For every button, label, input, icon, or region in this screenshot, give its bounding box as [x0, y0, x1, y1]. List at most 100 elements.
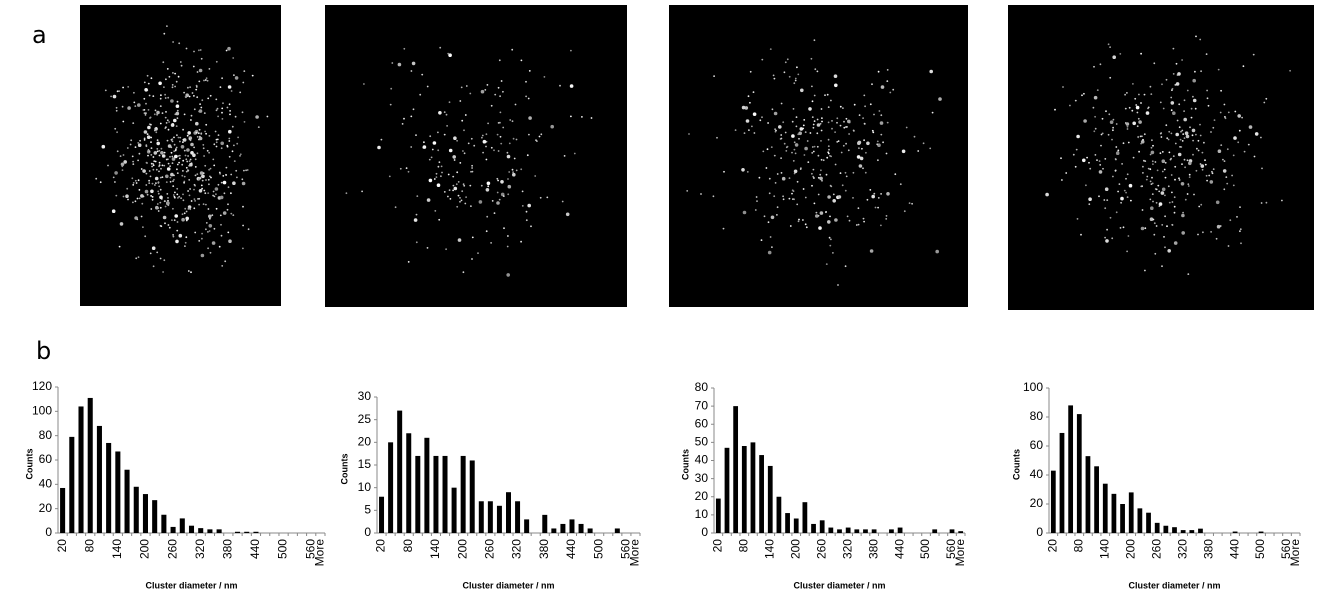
spot — [842, 107, 844, 109]
spot — [686, 190, 689, 192]
spot — [448, 53, 452, 57]
spot — [127, 198, 129, 201]
spot — [1161, 224, 1164, 226]
spot — [163, 86, 165, 88]
bar — [828, 527, 834, 533]
spot — [509, 119, 512, 121]
spot — [208, 224, 213, 228]
spot — [1204, 159, 1206, 162]
panel-label: b — [36, 337, 51, 365]
spot — [222, 175, 225, 177]
spot — [1187, 273, 1190, 275]
spot — [129, 143, 132, 146]
spot — [1094, 115, 1096, 118]
spot — [816, 118, 819, 121]
spot — [149, 252, 152, 255]
spot — [428, 178, 433, 183]
spot — [565, 212, 570, 217]
spot — [1107, 133, 1110, 136]
spot — [885, 218, 888, 220]
spot — [160, 225, 163, 228]
spot — [804, 196, 807, 199]
spot — [744, 106, 749, 110]
spot — [1141, 135, 1143, 138]
spot — [842, 144, 845, 147]
spot — [127, 106, 131, 110]
spot — [115, 106, 118, 109]
spot — [227, 203, 229, 206]
spot — [917, 150, 920, 152]
spot — [1224, 116, 1226, 118]
spot — [1138, 120, 1142, 124]
spot — [1253, 155, 1256, 158]
x-tick-label: 260 — [165, 539, 179, 559]
spot — [828, 148, 830, 151]
x-tick-label: 140 — [110, 539, 124, 559]
spot — [215, 145, 218, 148]
spot — [869, 249, 874, 253]
spot — [847, 149, 850, 152]
spot — [201, 237, 203, 240]
spot — [234, 115, 237, 118]
spot — [880, 114, 883, 117]
spot — [456, 139, 458, 142]
spot — [525, 95, 527, 98]
spot — [147, 154, 149, 157]
spot — [192, 153, 196, 157]
spot — [119, 155, 122, 158]
spot — [497, 86, 500, 89]
spot — [176, 134, 178, 137]
spot — [200, 175, 203, 178]
spot — [911, 202, 913, 205]
spot — [202, 144, 205, 146]
spot — [481, 134, 484, 137]
spot — [840, 151, 843, 154]
spot — [832, 193, 835, 196]
x-tick-label: 260 — [483, 539, 497, 559]
spot — [753, 132, 756, 134]
spot — [241, 111, 244, 114]
spot — [514, 103, 517, 106]
spot — [230, 192, 232, 195]
x-tick-label: 140 — [762, 539, 776, 559]
spot — [1210, 131, 1212, 133]
spot — [421, 73, 424, 76]
spot — [762, 150, 765, 153]
y-tick-label: 100 — [32, 404, 52, 418]
spot — [862, 217, 865, 220]
spot — [820, 158, 823, 161]
spot — [143, 139, 146, 141]
spot — [1173, 196, 1176, 199]
spot — [839, 172, 842, 175]
spot — [1239, 228, 1242, 231]
spot — [226, 144, 229, 147]
spot — [150, 189, 154, 194]
spot — [1227, 245, 1230, 247]
spot — [1115, 146, 1118, 148]
spot — [152, 163, 155, 165]
spot — [803, 154, 806, 156]
microscopy-image — [80, 5, 281, 306]
spot — [226, 208, 229, 211]
spot — [1126, 125, 1129, 128]
spot — [811, 100, 814, 103]
spot — [1192, 153, 1194, 156]
spot — [538, 135, 541, 138]
spot — [502, 126, 505, 129]
spot — [215, 60, 218, 63]
spot — [159, 201, 162, 204]
spot — [431, 148, 434, 151]
spot — [841, 184, 844, 187]
spot — [1171, 224, 1174, 226]
spot — [448, 148, 453, 153]
spot — [500, 80, 503, 82]
spot — [175, 80, 178, 83]
spot — [132, 163, 135, 166]
spot — [196, 96, 199, 99]
spot — [508, 171, 511, 173]
spot — [1190, 116, 1193, 119]
spot — [1194, 107, 1197, 110]
spot — [789, 225, 792, 227]
spot — [1192, 139, 1194, 142]
spot — [1132, 156, 1135, 159]
